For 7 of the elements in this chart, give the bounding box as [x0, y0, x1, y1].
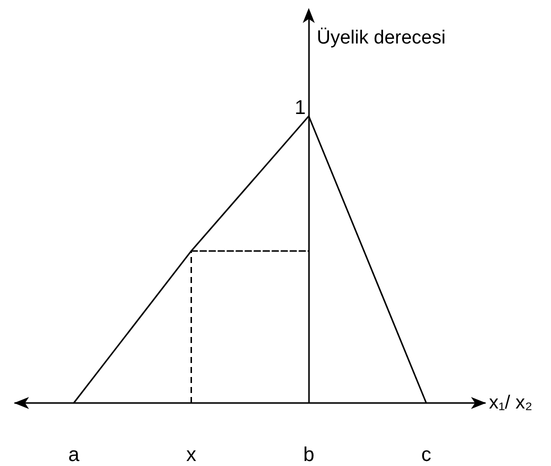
- x-tick-label: c: [421, 444, 432, 466]
- x-tick-label: b: [303, 444, 314, 466]
- y-axis-title: Üyelik derecesi: [316, 28, 446, 48]
- x-axis-title: x₁/ x₂: [489, 392, 532, 414]
- annotation: 1: [294, 97, 306, 120]
- x-tick-label: a: [68, 444, 80, 466]
- x-tick-label: x: [186, 444, 196, 466]
